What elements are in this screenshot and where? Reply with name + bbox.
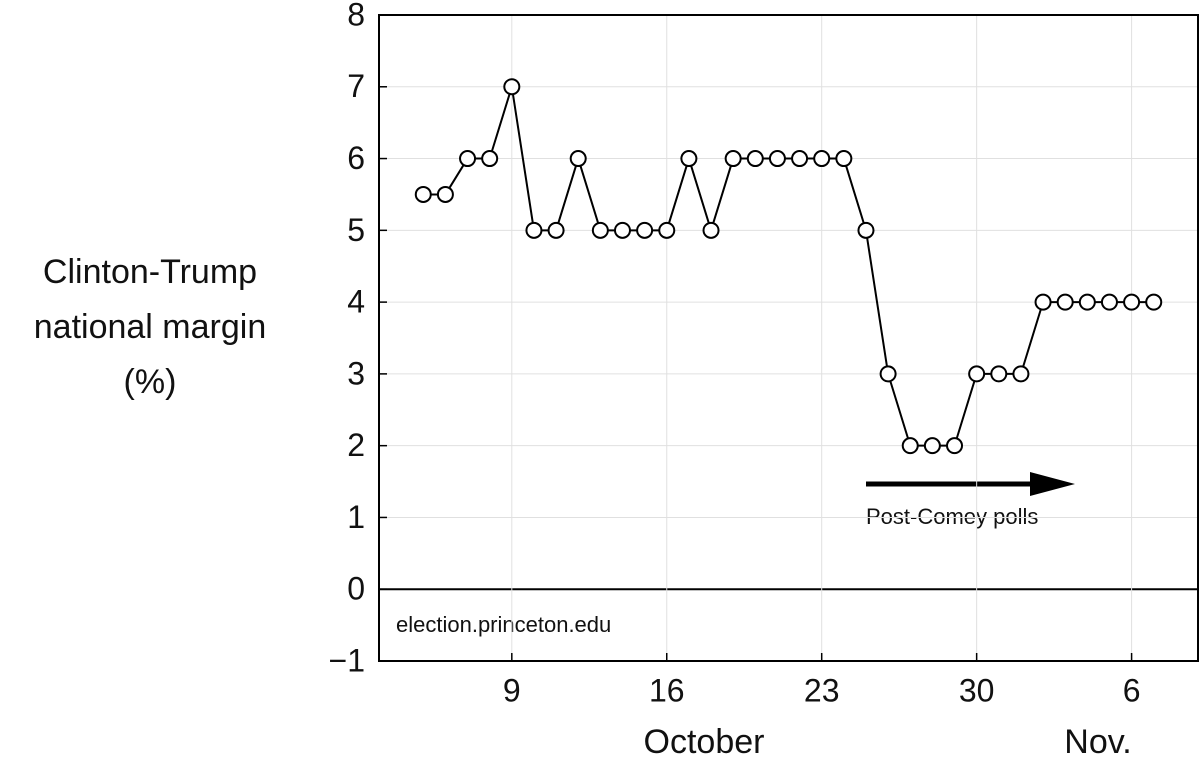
y-tick-label: −1	[329, 642, 365, 678]
x-tick-label: 9	[503, 672, 521, 708]
y-tick-label: 0	[347, 571, 365, 607]
data-point	[547, 221, 565, 239]
y-tick-label: 3	[347, 355, 365, 391]
data-point	[1100, 293, 1118, 311]
data-point	[702, 221, 720, 239]
y-tick-label: 7	[347, 68, 365, 104]
data-point	[879, 365, 897, 383]
plot-frame	[378, 14, 1199, 662]
data-point	[901, 437, 919, 455]
data-point	[791, 150, 809, 168]
data-point	[503, 78, 521, 96]
x-tick-label: 6	[1123, 672, 1141, 708]
data-point	[835, 150, 853, 168]
data-point	[658, 221, 676, 239]
data-point	[768, 150, 786, 168]
source-note: election.princeton.edu	[396, 612, 611, 637]
data-point	[1012, 365, 1030, 383]
y-tick-label: 5	[347, 212, 365, 248]
arrow-head	[1030, 472, 1075, 496]
y-tick-label: 1	[347, 499, 365, 535]
y-axis-label: national margin	[34, 308, 266, 346]
data-point	[1123, 293, 1141, 311]
data-point	[990, 365, 1008, 383]
data-point	[1145, 293, 1163, 311]
data-point	[636, 221, 654, 239]
y-axis-label: Clinton-Trump	[43, 253, 257, 291]
data-point	[857, 221, 875, 239]
data-point	[481, 150, 499, 168]
data-point	[724, 150, 742, 168]
data-point	[569, 150, 587, 168]
data-point	[414, 185, 432, 203]
data-point	[746, 150, 764, 168]
y-tick-label: 8	[347, 0, 365, 32]
data-point	[968, 365, 986, 383]
data-point	[680, 150, 698, 168]
data-point	[1034, 293, 1052, 311]
y-tick-label: 6	[347, 140, 365, 176]
x-tick-label: 30	[959, 672, 995, 708]
data-point	[459, 150, 477, 168]
x-group-label: Nov.	[1064, 723, 1131, 761]
data-point	[436, 185, 454, 203]
x-tick-label: 23	[804, 672, 840, 708]
x-group-label: October	[644, 723, 765, 761]
annotation: Post-Comey polls	[866, 504, 1038, 529]
data-point	[1078, 293, 1096, 311]
data-point	[813, 150, 831, 168]
y-tick-label: 2	[347, 427, 365, 463]
series-line	[423, 86, 1154, 447]
data-point	[946, 437, 964, 455]
y-axis-label: (%)	[124, 363, 177, 401]
data-point	[923, 437, 941, 455]
data-point	[591, 221, 609, 239]
data-point	[1056, 293, 1074, 311]
data-point	[613, 221, 631, 239]
data-point	[525, 221, 543, 239]
y-tick-label: 4	[347, 284, 365, 320]
x-tick-label: 16	[649, 672, 685, 708]
